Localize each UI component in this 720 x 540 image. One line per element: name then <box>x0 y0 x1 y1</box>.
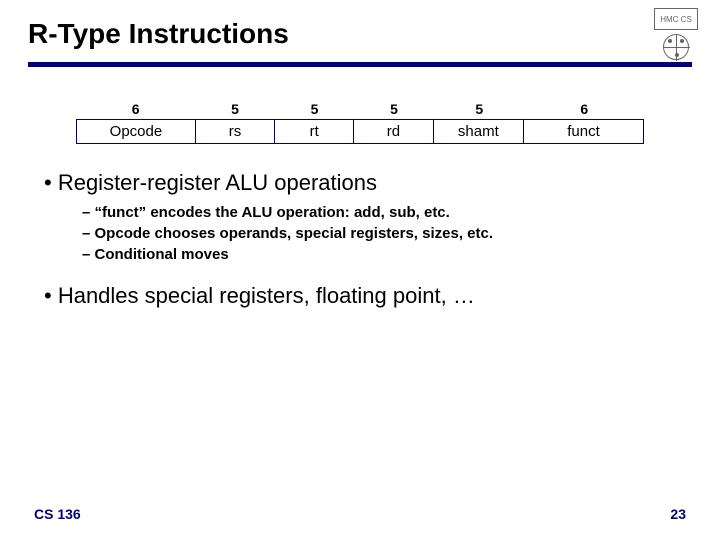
body-content: Register-register ALU operations “funct”… <box>44 170 676 309</box>
field-name: rs <box>196 120 275 143</box>
slide-logo: HMC CS <box>652 8 700 64</box>
footer: CS 136 23 <box>34 506 686 522</box>
bit-width: 5 <box>354 101 434 119</box>
bit-width: 5 <box>434 101 525 119</box>
logo-crest-icon <box>663 34 689 60</box>
field-name: funct <box>524 120 643 143</box>
bit-width: 6 <box>525 101 644 119</box>
field-name: rd <box>354 120 433 143</box>
logo-label: HMC CS <box>654 8 698 30</box>
bit-width: 6 <box>76 101 195 119</box>
bullet-level1: Register-register ALU operations <box>44 170 676 196</box>
field-name: shamt <box>434 120 525 143</box>
instruction-format-table: 6 5 5 5 5 6 Opcode rs rt rd shamt funct <box>76 101 644 144</box>
bullet-level2: Opcode chooses operands, special registe… <box>82 225 676 242</box>
bullet-level2: Conditional moves <box>82 246 676 263</box>
bit-width-row: 6 5 5 5 5 6 <box>76 101 644 119</box>
title-row: R-Type Instructions <box>28 18 692 60</box>
page-title: R-Type Instructions <box>28 18 289 60</box>
bit-width: 5 <box>275 101 355 119</box>
title-divider <box>28 62 692 67</box>
footer-right: 23 <box>670 506 686 522</box>
field-name: Opcode <box>77 120 196 143</box>
bit-width: 5 <box>195 101 275 119</box>
slide: R-Type Instructions HMC CS 6 5 5 5 5 6 O… <box>0 0 720 540</box>
bullet-level2: “funct” encodes the ALU operation: add, … <box>82 204 676 221</box>
bullet-level1: Handles special registers, floating poin… <box>44 283 676 309</box>
footer-left: CS 136 <box>34 506 81 522</box>
field-name-row: Opcode rs rt rd shamt funct <box>76 119 644 144</box>
field-name: rt <box>275 120 354 143</box>
